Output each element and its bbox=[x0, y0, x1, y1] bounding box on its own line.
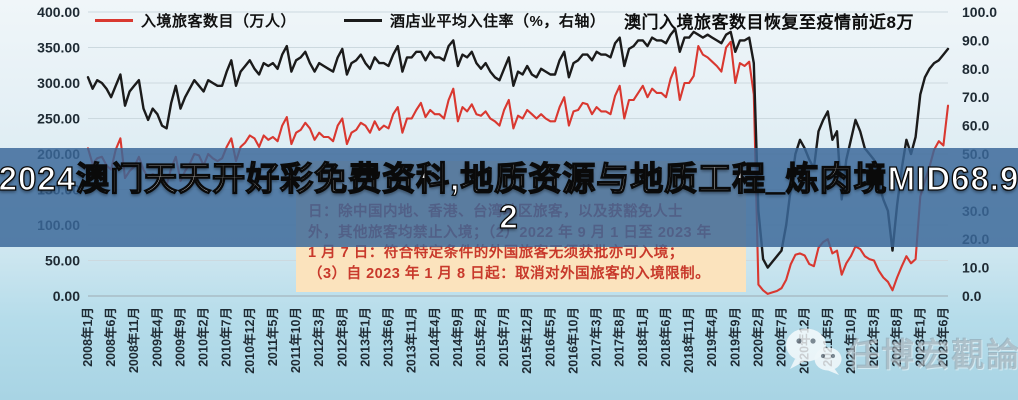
x-axis-tick-label: 2013年6月 bbox=[381, 307, 396, 367]
x-axis-tick-label: 2023年1月 bbox=[912, 307, 927, 367]
left-axis-tick-label: 250.00 bbox=[37, 111, 80, 127]
x-axis-tick-label: 2016年10月 bbox=[565, 307, 580, 374]
x-axis-tick-label: 2022年8月 bbox=[889, 307, 904, 367]
x-axis-tick-label: 2013年1月 bbox=[357, 307, 372, 367]
visitors-series-label: 入境旅客数目（万人） bbox=[141, 13, 297, 30]
x-axis-tick-label: 2012年3月 bbox=[311, 307, 326, 367]
x-axis-tick-label: 2010年2月 bbox=[196, 307, 211, 367]
occupancy-series-swatch bbox=[344, 19, 383, 22]
right-axis-tick-label: 60.0 bbox=[962, 118, 989, 134]
watermark: 任博宏觀論道 bbox=[782, 326, 1018, 378]
x-axis-tick-label: 2014年4月 bbox=[427, 307, 442, 367]
x-axis-tick-label: 2015年12月 bbox=[519, 307, 534, 374]
x-axis-tick-label: 2008年11月 bbox=[126, 307, 141, 373]
right-axis-tick-label: 80.0 bbox=[962, 61, 989, 77]
x-axis-tick-label: 2012年8月 bbox=[334, 307, 349, 367]
x-axis-tick-label: 2022年3月 bbox=[866, 307, 881, 367]
overlay-text-banner: 2024澳门天天开好彩免费资科,地质资源与地质工程_炼肉境MID68.9 2 bbox=[0, 148, 1018, 247]
occupancy-series-label: 酒店业平均入住率（%，右轴） bbox=[390, 13, 606, 30]
x-axis-tick-label: 2018年6月 bbox=[658, 307, 673, 367]
x-axis-tick-label: 2016年5月 bbox=[542, 307, 557, 367]
right-axis-tick-label: 10.0 bbox=[962, 260, 989, 276]
x-axis-tick-label: 2021年10月 bbox=[843, 307, 858, 374]
x-axis-tick-label: 2018年11月 bbox=[681, 307, 696, 373]
annotation-line-4: （3）自 2023 年 1 月 8 日起：取消对外国旅客的入境限制。 bbox=[308, 265, 711, 282]
wechat-icon bbox=[786, 328, 842, 375]
right-axis-tick-label: 90.0 bbox=[962, 32, 989, 48]
x-axis-tick-label: 2018年1月 bbox=[635, 307, 650, 367]
banner-text-line-2: 2 bbox=[499, 197, 519, 235]
x-axis-tick-label: 2019年9月 bbox=[727, 307, 742, 367]
annotation-line-3: 1 月 7 日：符合特定条件的外国旅客无须获批亦可入境； bbox=[308, 245, 684, 261]
x-axis-tick-label: 2009年4月 bbox=[149, 307, 164, 367]
x-axis-tick-label: 2020年2月 bbox=[750, 307, 765, 367]
right-axis-tick-label: 100.0 bbox=[962, 4, 997, 20]
x-axis-tick-label: 2015年7月 bbox=[496, 307, 511, 367]
visitors-series-swatch bbox=[95, 19, 133, 22]
x-axis-tick-label: 2011年10月 bbox=[288, 307, 303, 373]
left-axis-tick-label: 50.00 bbox=[45, 253, 80, 269]
left-axis-tick-label: 300.00 bbox=[37, 75, 80, 91]
x-axis-tick-label: 2020年7月 bbox=[774, 307, 789, 367]
x-axis-tick-label: 2015年2月 bbox=[473, 307, 488, 367]
chart-legend: 入境旅客数目（万人） 酒店业平均入住率（%，右轴） bbox=[95, 10, 605, 31]
x-axis-tick-label: 2011年5月 bbox=[265, 307, 280, 366]
x-axis-tick-label: 2008年1月 bbox=[80, 307, 95, 367]
visitors-series-line bbox=[86, 40, 950, 295]
left-axis-tick-label: 400.00 bbox=[37, 4, 80, 20]
x-axis-tick-label: 2013年11月 bbox=[404, 307, 419, 373]
x-axis-tick-label: 2014年9月 bbox=[450, 307, 465, 367]
x-axis-tick-label: 2008年6月 bbox=[103, 307, 118, 367]
x-axis-tick-label: 2023年6月 bbox=[935, 307, 950, 367]
left-axis-tick-label: 0.00 bbox=[53, 288, 80, 304]
x-axis-tick-label: 2017年8月 bbox=[612, 307, 627, 367]
x-axis-tick-label: 2010年7月 bbox=[219, 307, 234, 367]
right-axis-tick-label: 0.0 bbox=[962, 288, 982, 304]
banner-text-line-1: 2024澳门天天开好彩免费资科,地质资源与地质工程_炼肉境MID68.9 bbox=[0, 159, 1018, 197]
left-axis-tick-label: 350.00 bbox=[37, 40, 80, 56]
chart-title: 澳门入境旅客数目恢复至疫情前近8万 bbox=[624, 13, 914, 32]
x-axis-tick-label: 2019年4月 bbox=[704, 307, 719, 367]
right-axis-tick-label: 70.0 bbox=[962, 89, 989, 105]
x-axis-tick-label: 2017年3月 bbox=[589, 307, 604, 367]
x-axis-tick-label: 2009年9月 bbox=[172, 307, 187, 367]
x-axis-tick-label: 2010年12月 bbox=[242, 307, 257, 374]
watermark-text: 任博宏觀論道 bbox=[846, 336, 1018, 373]
